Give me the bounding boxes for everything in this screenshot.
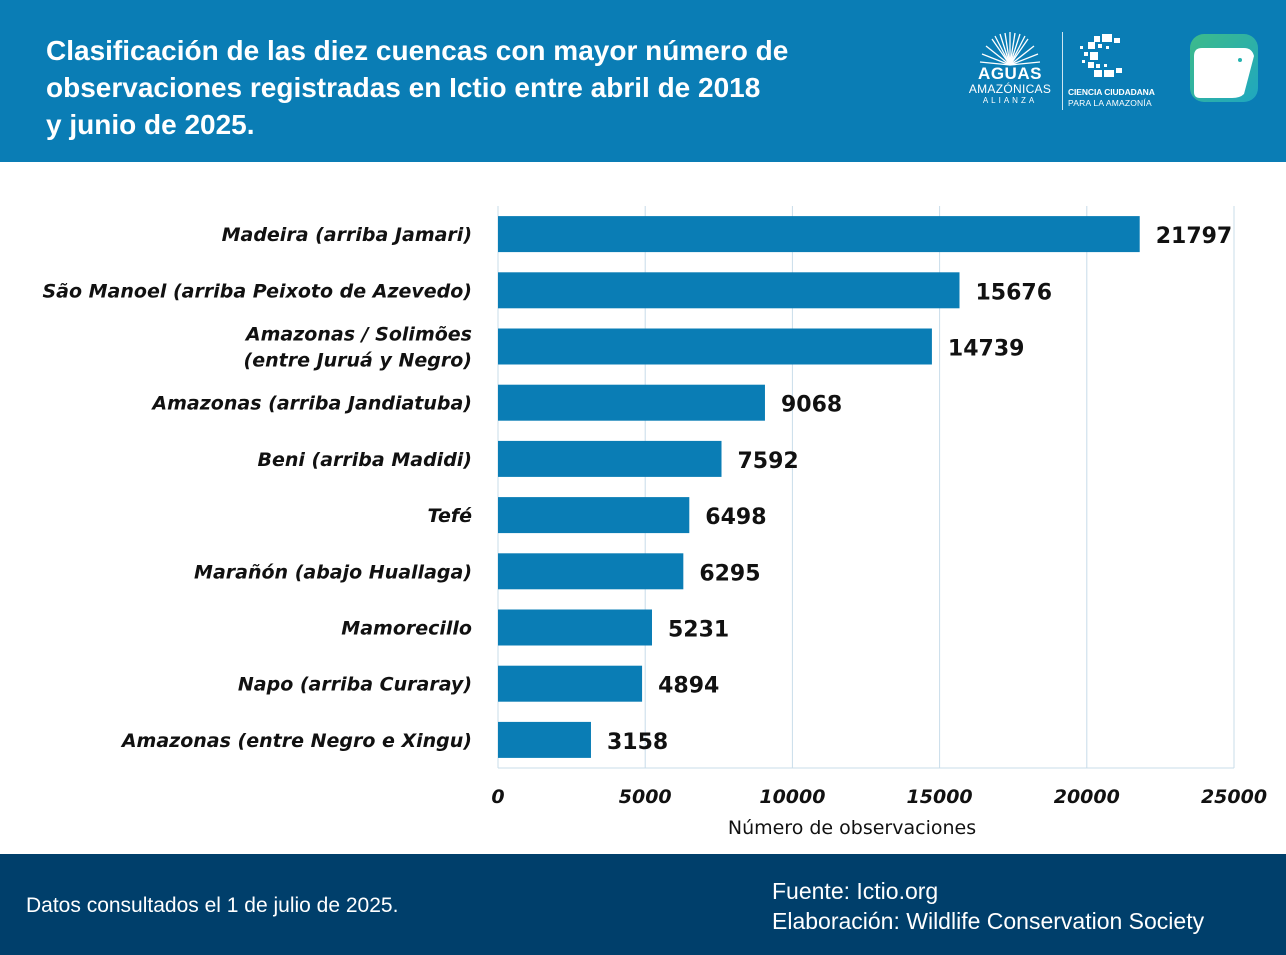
x-tick-label: 15000 [907, 786, 973, 808]
fan-icon [979, 32, 1041, 66]
category-label-line: Mamorecillo [341, 618, 472, 640]
x-tick-label: 5000 [619, 786, 672, 808]
category-label: São Manoel (arriba Peixoto de Azevedo) [42, 280, 472, 302]
footer-banner: Datos consultados el 1 de julio de 2025.… [0, 854, 1286, 955]
value-label: 15676 [976, 280, 1053, 305]
ciencia-ciudadana-logo: CIENCIA CIUDADANA PARA LA AMAZONÍA [1068, 32, 1168, 112]
value-label: 9068 [781, 393, 842, 418]
category-label-line: Amazonas (entre Negro e Xingu) [120, 730, 472, 752]
bar [498, 665, 643, 702]
category-label: Tefé [427, 505, 472, 527]
bars [498, 216, 1140, 758]
category-label: Mamorecillo [341, 618, 472, 640]
value-label: 4894 [658, 674, 719, 699]
value-label: 14739 [948, 337, 1025, 362]
value-label: 6295 [699, 561, 760, 586]
x-tick-label: 10000 [759, 786, 825, 808]
category-label: Amazonas (arriba Jandiatuba) [150, 393, 472, 415]
category-label: Madeira (arriba Jamari) [222, 224, 472, 246]
x-axis-label: Número de observaciones [728, 817, 976, 839]
source-line: Fuente: Ictio.org [772, 878, 939, 904]
title-line: y junio de 2025. [46, 109, 255, 140]
credits-line: Elaboración: Wildlife Conservation Socie… [772, 908, 1205, 934]
category-label-line: Marañón (abajo Huallaga) [194, 561, 472, 583]
bar [498, 384, 765, 421]
category-label-line: Napo (arriba Curaray) [238, 674, 472, 696]
bar-chart: Madeira (arriba Jamari) São Manoel (arrib… [42, 206, 1267, 839]
x-tick-label: 0 [491, 786, 504, 808]
ciencia-logo-line2: PARA LA AMAZONÍA [1068, 98, 1152, 108]
value-label: 6498 [705, 505, 766, 530]
x-axis-ticks: 0 5000 10000 15000 20000 25000 [491, 786, 1267, 808]
bar [498, 553, 684, 590]
bar [498, 328, 932, 365]
category-label: Amazonas (entre Negro e Xingu) [120, 730, 472, 752]
category-label-line: São Manoel (arriba Peixoto de Azevedo) [42, 280, 472, 302]
bar [498, 272, 960, 309]
bar [498, 721, 591, 758]
bar [498, 497, 690, 534]
title-line: Clasificación de las diez cuencas con ma… [46, 35, 789, 66]
logo-divider [1062, 32, 1063, 110]
ictio-fish-logo-icon [1190, 34, 1258, 102]
data-consulted-note: Datos consultados el 1 de julio de 2025. [26, 894, 399, 917]
bar [498, 216, 1140, 253]
source-credits: Fuente: Ictio.org Elaboración: Wildlife … [772, 876, 1204, 936]
chart-title: Clasificación de las diez cuencas con ma… [46, 32, 876, 143]
aguas-amazonicas-logo: AGUAS AMAZÓNICAS ALIANZA [962, 32, 1058, 112]
title-line: observaciones registradas en Ictio entre… [46, 72, 761, 103]
category-label-line: Tefé [427, 505, 472, 527]
category-label: Amazonas / Solimões (entre Juruá y Negro) [244, 324, 472, 372]
value-label: 5231 [668, 618, 729, 643]
aguas-logo-line1: AGUAS [978, 64, 1042, 83]
value-label: 3158 [607, 730, 668, 755]
category-label-line: Beni (arriba Madidi) [258, 449, 472, 471]
aguas-logo-line2: AMAZÓNICAS [968, 82, 1052, 96]
category-label-line: Madeira (arriba Jamari) [222, 224, 472, 246]
bar [498, 609, 653, 646]
value-label: 21797 [1156, 224, 1233, 249]
aguas-logo-line3: ALIANZA [982, 96, 1038, 105]
category-label: Marañón (abajo Huallaga) [194, 561, 472, 583]
x-tick-label: 20000 [1054, 786, 1120, 808]
ciencia-logo-line1: CIENCIA CIUDADANA [1068, 87, 1155, 97]
category-label: Beni (arriba Madidi) [258, 449, 472, 471]
value-labels: 21797 15676 14739 9068 7592 6498 6295 5231 4894 3… [607, 224, 1232, 755]
x-tick-label: 25000 [1201, 786, 1267, 808]
header-banner: Clasificación de las diez cuencas con ma… [0, 0, 1286, 162]
dotted-c-icon [1080, 34, 1122, 77]
category-label-line: Amazonas (arriba Jandiatuba) [150, 393, 472, 415]
value-label: 7592 [738, 449, 799, 474]
category-label-line: (entre Juruá y Negro) [244, 350, 472, 372]
bar [498, 440, 722, 477]
category-labels: Madeira (arriba Jamari) São Manoel (arrib… [42, 224, 472, 752]
category-label-line: Amazonas / Solimões [244, 324, 472, 346]
category-label: Napo (arriba Curaray) [238, 674, 472, 696]
